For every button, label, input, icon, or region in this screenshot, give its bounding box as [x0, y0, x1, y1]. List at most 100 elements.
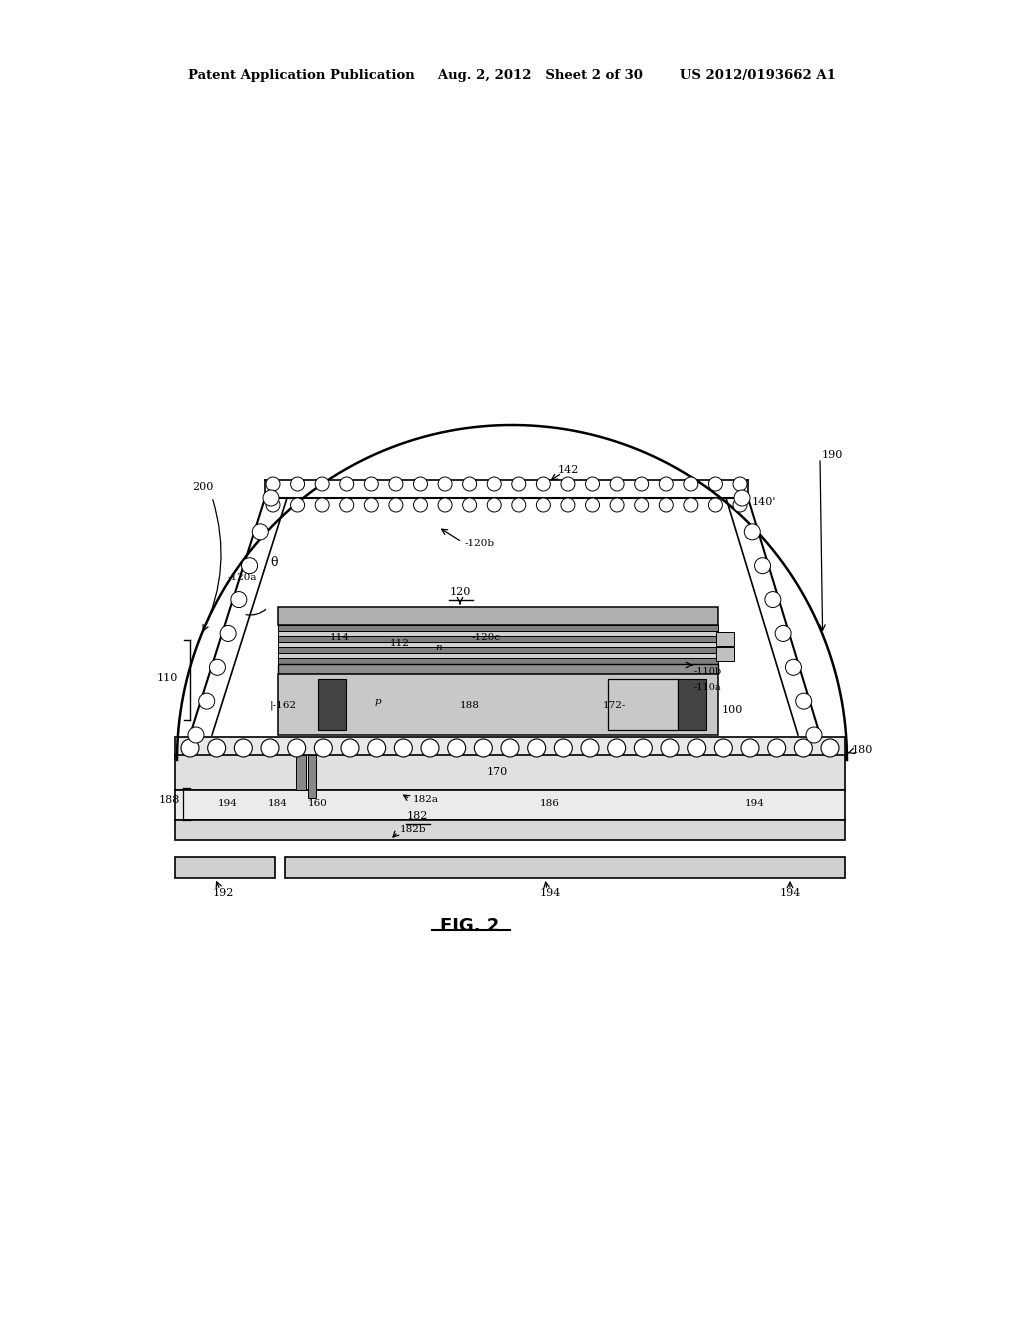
Circle shape — [266, 498, 280, 512]
Circle shape — [821, 739, 839, 756]
Circle shape — [242, 558, 258, 574]
Bar — [308, 755, 316, 799]
Circle shape — [610, 498, 624, 512]
Circle shape — [438, 477, 452, 491]
Bar — [278, 607, 718, 624]
Circle shape — [512, 477, 525, 491]
Bar — [296, 755, 306, 789]
Circle shape — [554, 739, 572, 756]
Text: 184: 184 — [268, 799, 288, 808]
Circle shape — [715, 739, 732, 756]
Circle shape — [314, 739, 333, 756]
Text: p: p — [375, 697, 382, 706]
Text: 100: 100 — [722, 705, 743, 715]
Bar — [175, 857, 275, 878]
Text: 112: 112 — [390, 639, 410, 648]
Text: 114: 114 — [330, 632, 350, 642]
Bar — [608, 678, 678, 730]
Text: 190: 190 — [822, 450, 844, 459]
Circle shape — [581, 739, 599, 756]
Circle shape — [234, 739, 252, 756]
Circle shape — [463, 498, 476, 512]
Bar — [318, 678, 346, 730]
Circle shape — [199, 693, 215, 709]
Circle shape — [527, 739, 546, 756]
Circle shape — [709, 477, 722, 491]
Circle shape — [607, 739, 626, 756]
Bar — [285, 857, 845, 878]
Circle shape — [635, 498, 648, 512]
Circle shape — [796, 693, 812, 709]
Circle shape — [709, 498, 722, 512]
Circle shape — [659, 498, 673, 512]
Circle shape — [586, 477, 599, 491]
Text: θ: θ — [270, 556, 278, 569]
Bar — [278, 664, 718, 675]
Bar — [278, 642, 718, 647]
Circle shape — [688, 739, 706, 756]
Circle shape — [561, 498, 574, 512]
Circle shape — [368, 739, 386, 756]
Circle shape — [365, 498, 378, 512]
Text: 170: 170 — [486, 767, 508, 777]
Circle shape — [487, 498, 501, 512]
Circle shape — [662, 739, 679, 756]
Bar — [278, 653, 718, 657]
Circle shape — [447, 739, 466, 756]
Circle shape — [210, 659, 225, 676]
Circle shape — [230, 591, 247, 607]
Text: 188: 188 — [460, 701, 480, 710]
Text: 194: 194 — [779, 888, 801, 898]
Text: FIG. 2: FIG. 2 — [440, 917, 500, 935]
Text: n: n — [435, 644, 441, 652]
Text: 110: 110 — [157, 673, 178, 682]
Circle shape — [421, 739, 439, 756]
Text: 172-: 172- — [603, 701, 627, 710]
Circle shape — [261, 739, 279, 756]
Circle shape — [537, 477, 550, 491]
Circle shape — [634, 739, 652, 756]
Text: -110b: -110b — [694, 668, 722, 676]
Text: 182a: 182a — [413, 796, 439, 804]
Text: -120a: -120a — [228, 573, 257, 582]
Circle shape — [659, 477, 673, 491]
Circle shape — [394, 739, 413, 756]
Text: 194: 194 — [540, 888, 561, 898]
Circle shape — [414, 498, 427, 512]
Circle shape — [315, 477, 329, 491]
Bar — [278, 675, 718, 735]
Text: 160: 160 — [308, 799, 328, 808]
Bar — [175, 737, 845, 759]
Bar — [175, 789, 845, 820]
Circle shape — [684, 498, 697, 512]
Circle shape — [438, 498, 452, 512]
Text: 194: 194 — [745, 799, 765, 808]
Circle shape — [744, 524, 760, 540]
Circle shape — [341, 739, 359, 756]
Circle shape — [487, 477, 501, 491]
Bar — [175, 820, 845, 840]
Circle shape — [785, 659, 802, 676]
Circle shape — [389, 477, 402, 491]
Text: |-162: |-162 — [270, 700, 297, 710]
Text: -120b: -120b — [465, 539, 496, 548]
Circle shape — [806, 727, 822, 743]
Circle shape — [684, 477, 697, 491]
Circle shape — [291, 477, 304, 491]
Circle shape — [188, 727, 204, 743]
Circle shape — [463, 477, 476, 491]
Circle shape — [537, 498, 550, 512]
Circle shape — [755, 558, 771, 574]
Bar — [278, 647, 718, 653]
Text: 180: 180 — [852, 744, 873, 755]
Text: 142: 142 — [558, 465, 580, 475]
Circle shape — [266, 477, 280, 491]
Circle shape — [765, 591, 781, 607]
Circle shape — [775, 626, 792, 642]
Bar — [278, 636, 718, 642]
Text: 194: 194 — [218, 799, 238, 808]
Bar — [716, 632, 734, 645]
Text: 200: 200 — [193, 482, 213, 492]
Circle shape — [291, 498, 304, 512]
Circle shape — [252, 524, 268, 540]
